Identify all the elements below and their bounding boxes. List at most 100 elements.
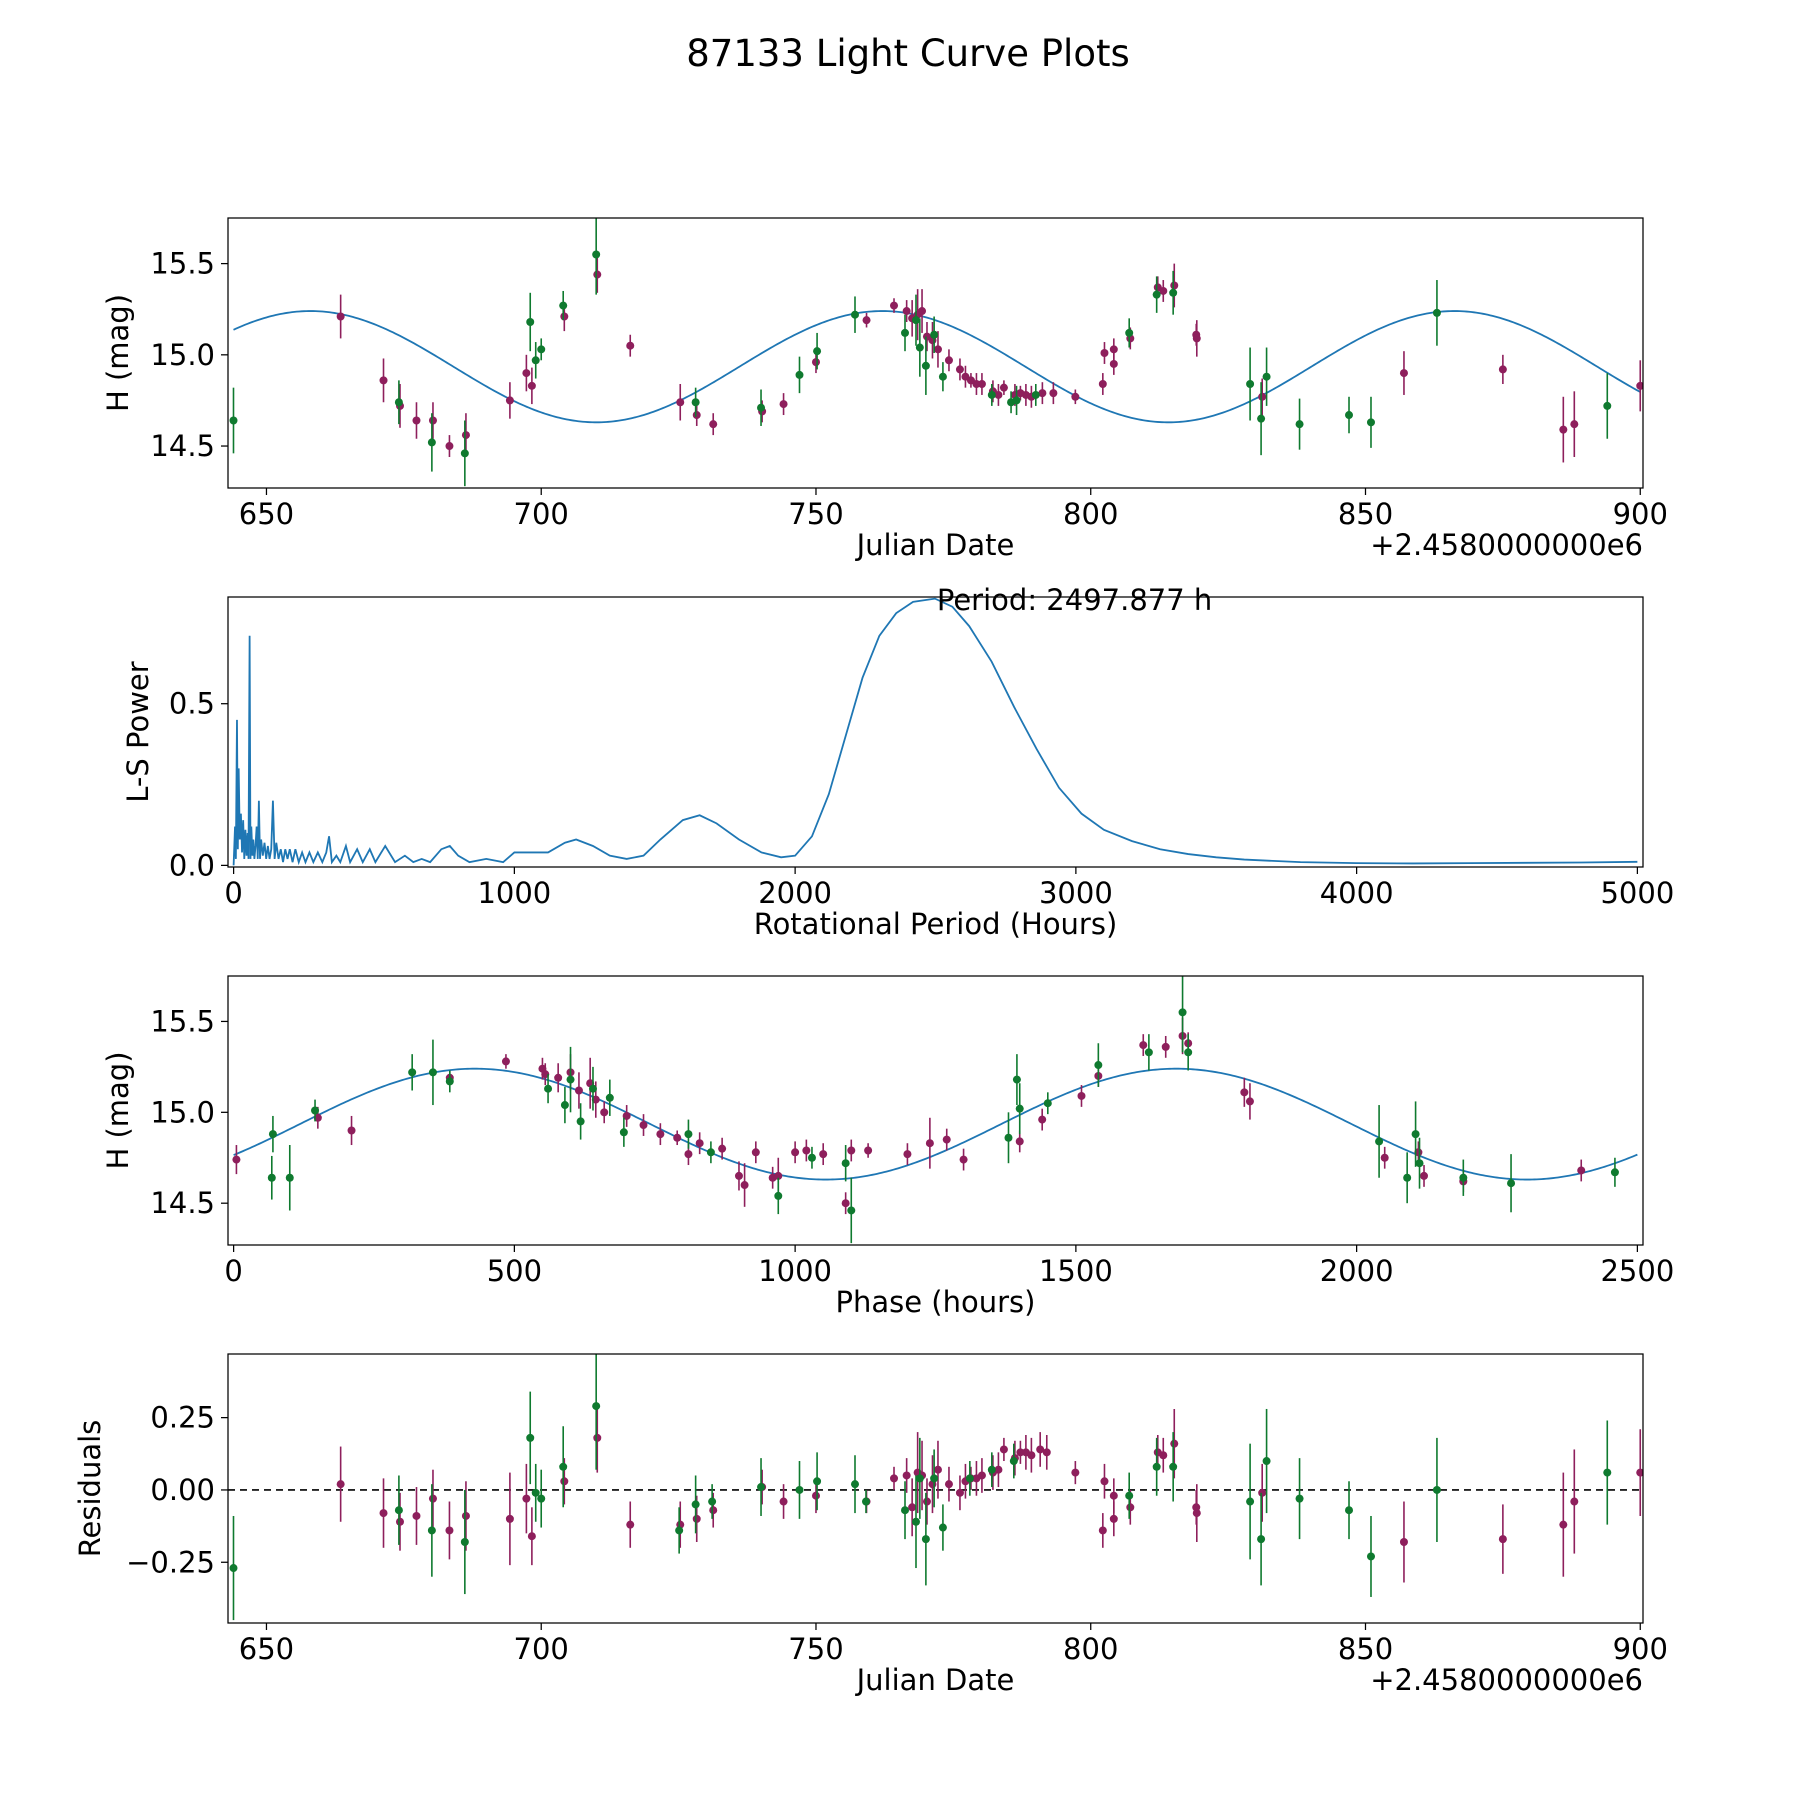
data-point xyxy=(1098,373,1107,395)
point-marker xyxy=(1245,1097,1254,1106)
point-marker xyxy=(600,1108,609,1117)
panel-lightcurve: 650 700 750 800 850 900 14.5 15.0 15.5 Julian Dat… xyxy=(101,217,1668,562)
point-marker xyxy=(890,301,899,310)
data-point xyxy=(460,1489,469,1595)
point-marker xyxy=(1411,1130,1420,1139)
point-marker xyxy=(955,365,964,374)
data-point xyxy=(232,1145,241,1175)
data-point xyxy=(921,336,930,395)
point-marker xyxy=(673,1133,682,1142)
point-marker xyxy=(944,1480,953,1489)
point-marker xyxy=(915,1474,924,1483)
x-axis-label: Phase (hours) xyxy=(836,1285,1036,1319)
plot-area xyxy=(232,976,1638,1244)
point-marker xyxy=(1152,1462,1161,1471)
y-axis-label: H (mag) xyxy=(101,1051,135,1169)
data-point xyxy=(574,1072,583,1109)
data-point xyxy=(1570,391,1579,457)
point-marker xyxy=(527,1532,536,1541)
data-point xyxy=(911,294,920,346)
data-point xyxy=(1636,360,1643,412)
data-point xyxy=(930,316,939,353)
point-marker xyxy=(576,1117,585,1126)
data-point xyxy=(427,413,436,472)
data-point xyxy=(428,1469,437,1528)
point-marker xyxy=(911,316,920,325)
data-point xyxy=(505,1472,514,1566)
point-marker xyxy=(592,1402,601,1411)
data-point xyxy=(1049,382,1058,405)
data-point xyxy=(593,256,602,293)
data-point xyxy=(779,1484,788,1519)
data-point xyxy=(593,1403,602,1473)
data-point xyxy=(1366,1515,1375,1597)
x-tick-label: 0 xyxy=(224,876,242,910)
data-point xyxy=(1031,384,1040,406)
point-marker xyxy=(526,1433,535,1442)
series-band-2 xyxy=(229,1354,1612,1621)
x-offset-label: +2.4580000000e6 xyxy=(1370,528,1643,562)
data-point xyxy=(807,1146,816,1169)
point-marker xyxy=(813,347,822,356)
point-marker xyxy=(1100,1477,1109,1486)
data-point xyxy=(1257,1492,1266,1586)
point-marker xyxy=(922,1497,931,1506)
point-marker xyxy=(1098,1526,1107,1535)
data-point xyxy=(1004,1112,1013,1164)
point-marker xyxy=(1139,1041,1148,1050)
data-point xyxy=(537,1469,546,1528)
point-marker xyxy=(412,1511,421,1520)
point-marker xyxy=(1240,1088,1249,1097)
point-marker xyxy=(268,1130,277,1139)
point-marker xyxy=(560,1477,569,1486)
data-point xyxy=(959,1148,968,1171)
point-marker xyxy=(1498,1535,1507,1544)
y-tick-label: 0.00 xyxy=(150,1473,215,1507)
data-point xyxy=(695,1132,704,1155)
point-marker xyxy=(460,449,469,458)
point-marker xyxy=(605,1093,614,1102)
data-point xyxy=(1016,1440,1025,1464)
point-marker xyxy=(925,1139,934,1148)
data-point xyxy=(915,318,924,377)
point-marker xyxy=(938,1523,947,1532)
point-marker xyxy=(541,1070,550,1079)
data-point xyxy=(395,1492,404,1551)
data-point xyxy=(394,380,403,425)
point-marker xyxy=(1262,1457,1271,1466)
data-point xyxy=(757,1458,766,1516)
data-point xyxy=(944,1466,953,1502)
data-point xyxy=(925,1117,934,1169)
data-point xyxy=(1246,1443,1255,1560)
x-tick-label: 1000 xyxy=(758,1254,832,1288)
point-marker xyxy=(965,1474,974,1483)
y-tick-label: 15.5 xyxy=(150,247,215,281)
panels: 650 700 750 800 850 900 14.5 15.0 15.5 Julian Dat… xyxy=(73,217,1674,1697)
y-tick-label: 14.5 xyxy=(150,1186,215,1220)
data-point xyxy=(774,1177,783,1215)
point-marker xyxy=(1184,1048,1193,1057)
point-marker xyxy=(1031,390,1040,399)
y-tick-label: 0.25 xyxy=(150,1401,215,1435)
data-point xyxy=(691,1475,700,1534)
data-point xyxy=(675,1507,684,1554)
data-point xyxy=(1125,1472,1134,1519)
point-marker xyxy=(1049,389,1058,398)
data-point xyxy=(1345,396,1354,434)
point-marker xyxy=(566,1075,575,1084)
data-point xyxy=(605,1079,614,1116)
data-point xyxy=(537,338,546,361)
point-marker xyxy=(850,1480,859,1489)
point-marker xyxy=(501,1057,510,1066)
point-marker xyxy=(505,1514,514,1523)
data-point xyxy=(559,1426,568,1508)
point-marker xyxy=(933,1465,942,1474)
point-marker xyxy=(684,1150,693,1159)
point-marker xyxy=(901,328,910,337)
panel-phased: 0 500 1000 1500 2000 2500 14.5 15.0 15.5 Phase (h… xyxy=(101,975,1674,1319)
point-marker xyxy=(1258,1488,1267,1497)
x-tick-label: 2000 xyxy=(1320,1254,1394,1288)
y-axis-label: H (mag) xyxy=(101,294,135,412)
data-point xyxy=(795,1461,804,1519)
point-marker xyxy=(1262,372,1271,381)
